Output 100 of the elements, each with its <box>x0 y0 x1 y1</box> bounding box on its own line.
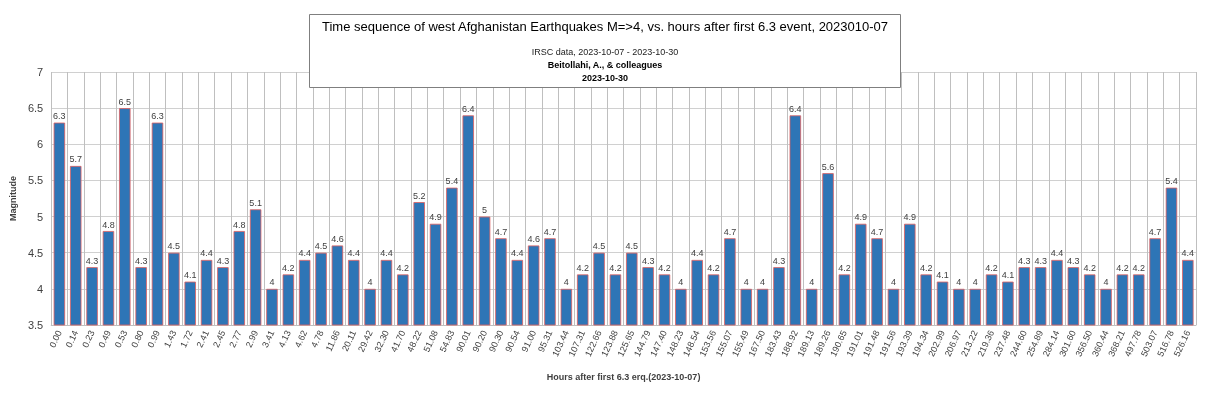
data-label: 4 <box>956 277 962 288</box>
data-label: 4.2 <box>658 262 671 273</box>
y-tick-label: 5.5 <box>27 174 44 187</box>
data-label: 5.4 <box>1165 176 1178 187</box>
x-tick-label: 4.78 <box>309 328 326 349</box>
data-label: 4.7 <box>1148 226 1162 237</box>
x-axis-title: Hours after first 6.3 erq.(2023-10-07) <box>546 371 701 382</box>
data-label: 4.4 <box>1181 248 1195 259</box>
data-label: 4 <box>367 277 373 288</box>
data-label: 4.1 <box>936 270 949 281</box>
data-label: 4.7 <box>870 226 884 237</box>
data-label: 4.2 <box>609 262 622 273</box>
x-tick-label: 2.77 <box>227 328 244 349</box>
data-label: 4.6 <box>331 233 344 244</box>
data-label: 4.7 <box>543 226 557 237</box>
data-label: 4 <box>760 277 766 288</box>
data-label: 5.1 <box>249 197 262 208</box>
y-tick-label: 5 <box>37 210 44 223</box>
data-label: 5.4 <box>445 176 459 187</box>
data-label: 4.5 <box>314 241 328 252</box>
chart-subtitle: IRSC data, 2023-10-07 - 2023-10-30 <box>531 46 679 57</box>
data-label: 6.4 <box>789 103 802 114</box>
data-label: 6.5 <box>118 96 132 107</box>
data-label: 4.2 <box>838 262 851 273</box>
data-label: 4.3 <box>85 255 99 266</box>
data-label: 4.3 <box>134 255 148 266</box>
y-tick-label: 6 <box>37 138 44 151</box>
data-label: 4.4 <box>200 248 213 259</box>
data-label: 4 <box>809 277 815 288</box>
x-tick-label: 0.53 <box>112 328 130 349</box>
data-label: 4.1 <box>183 270 197 281</box>
data-label: 4.2 <box>919 262 933 273</box>
data-label: 4.2 <box>1132 262 1146 273</box>
x-tick-label: 4.62 <box>292 328 310 349</box>
data-label: 4.2 <box>1083 262 1096 273</box>
data-label: 4.1 <box>1001 270 1015 281</box>
x-tick-label: 11.86 <box>323 328 342 353</box>
data-label: 4.4 <box>347 248 361 259</box>
x-tick-label: 0.00 <box>47 328 64 349</box>
data-label: 4.4 <box>690 248 704 259</box>
y-tick-label: 7 <box>37 66 44 78</box>
data-label: 4 <box>1103 277 1109 288</box>
data-label: 4.3 <box>216 255 230 266</box>
data-label: 6.3 <box>53 111 66 122</box>
data-label: 4.3 <box>641 255 655 266</box>
data-label: 4 <box>743 277 749 288</box>
x-tick-label: 48.22 <box>405 328 424 354</box>
y-tick-label: 3.5 <box>27 319 44 331</box>
data-label: 5 <box>482 205 488 216</box>
data-label: 4.8 <box>233 219 246 230</box>
chart-title: Time sequence of west Afghanistan Earthquakes M=>4, vs. hours after first 6.3 event, 2023010-07 <box>321 19 889 34</box>
data-label: 4 <box>972 277 978 288</box>
data-label: 4.2 <box>396 262 410 273</box>
data-label: 4.9 <box>854 212 867 223</box>
data-label: 4.2 <box>1116 262 1129 273</box>
x-tick-label: 0.14 <box>63 328 81 349</box>
x-tick-label: 20.11 <box>339 328 359 353</box>
x-tick-label: 0.80 <box>129 328 146 349</box>
data-label: 4.4 <box>1050 248 1064 259</box>
data-label: 6.4 <box>461 103 475 114</box>
data-label: 4.4 <box>380 248 393 259</box>
data-label: 4.2 <box>282 262 295 273</box>
x-tick-label: 1.72 <box>178 328 195 349</box>
x-tick-label: 2.41 <box>194 328 212 349</box>
y-tick-label: 6.5 <box>27 102 44 115</box>
data-label: 5.2 <box>412 190 426 201</box>
x-tick-label: 0.49 <box>96 328 113 349</box>
data-label: 4.3 <box>1067 255 1080 266</box>
x-tick-label: 2.99 <box>243 328 261 349</box>
data-label: 4.3 <box>1034 255 1047 266</box>
data-label: 4.2 <box>707 262 720 273</box>
data-label: 6.3 <box>151 111 164 122</box>
x-tick-label: 91.00 <box>519 328 539 354</box>
data-label: 4.3 <box>1018 255 1031 266</box>
data-label: 4.5 <box>592 241 606 252</box>
data-label: 4.2 <box>576 262 589 273</box>
x-tick-label: 1.43 <box>161 328 179 349</box>
y-axis-title: Magnitude <box>7 176 18 221</box>
x-tick-label: 3.41 <box>260 328 277 349</box>
data-label: 4.5 <box>167 241 181 252</box>
x-tick-label: 90.01 <box>454 328 473 354</box>
data-label: 5.6 <box>821 161 835 172</box>
x-tick-label: 29.42 <box>356 328 375 354</box>
y-tick-label: 4.5 <box>27 246 44 259</box>
data-label: 4 <box>890 277 896 288</box>
data-label: 5.7 <box>69 154 82 165</box>
data-label: 4 <box>269 277 275 288</box>
data-label: 4.9 <box>429 212 442 223</box>
data-label: 4.7 <box>494 226 508 237</box>
data-label: 4 <box>678 277 684 288</box>
x-tick-label: 32.30 <box>372 328 391 354</box>
data-label: 4.3 <box>772 255 786 266</box>
text: Beitollahi, A., & colleagues <box>547 59 663 70</box>
data-label: 4 <box>563 277 569 288</box>
x-tick-label: 4.13 <box>276 328 293 349</box>
x-tick-label: 90.54 <box>503 328 522 354</box>
data-label: 4.8 <box>102 219 115 230</box>
data-label: 4.4 <box>511 248 524 259</box>
y-tick-label: 4 <box>37 282 44 295</box>
x-tick-label: 0.99 <box>145 328 163 349</box>
